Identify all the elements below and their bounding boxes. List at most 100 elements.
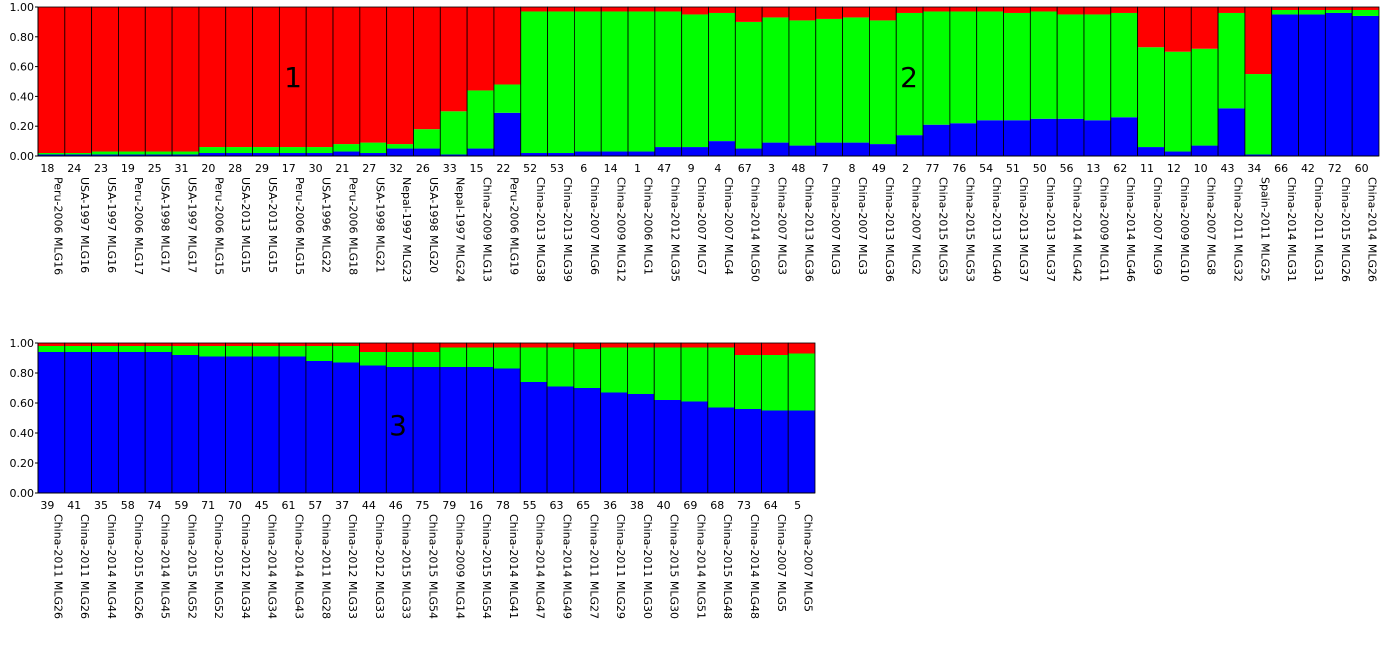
bar-segment — [1137, 7, 1165, 48]
bar-segment — [923, 7, 950, 12]
bar-segment — [386, 144, 414, 149]
bar-segment — [172, 154, 199, 156]
bar-segment — [64, 154, 92, 156]
sample-id: 74 — [148, 499, 162, 512]
bar-segment — [923, 124, 950, 156]
bar-segment — [1164, 151, 1192, 156]
sample-id: 18 — [40, 162, 54, 175]
bar-segment — [1298, 9, 1326, 15]
bar-segment — [681, 147, 709, 156]
bar-segment — [762, 142, 789, 156]
bar-segment — [1110, 7, 1138, 13]
bar-segment — [1352, 7, 1379, 10]
x-tick-label: China-2012 MLG34 — [239, 514, 252, 619]
sample-id: 10 — [1194, 162, 1208, 175]
bar-segment — [547, 7, 575, 12]
sample-id: 79 — [442, 499, 456, 512]
x-tick-label: China-2013 MLG37 — [1044, 177, 1057, 282]
bar-segment — [279, 346, 306, 357]
y-tick-label: 0.40 — [10, 90, 35, 103]
bar-segment — [788, 20, 816, 146]
sample-id: 40 — [657, 499, 671, 512]
bar-segment — [118, 343, 146, 346]
bar-segment — [627, 347, 655, 394]
bar-segment — [1218, 108, 1245, 156]
bar-segment — [493, 347, 521, 369]
bar-segment — [252, 147, 280, 154]
x-tick-label: China-2011 MLG32 — [1231, 177, 1244, 282]
bar-segment — [1083, 14, 1111, 121]
bar-segment — [38, 352, 65, 493]
bar-segment — [788, 343, 815, 354]
bar-segment — [38, 346, 65, 352]
bar-segment — [118, 151, 146, 155]
bar-segment — [654, 347, 682, 400]
x-tick-label: Peru-2006 MLG16 — [51, 177, 64, 275]
sample-id: 64 — [764, 499, 778, 512]
bar-segment — [1271, 9, 1299, 15]
bar-segment — [386, 367, 414, 493]
x-tick-label: China-2015 MLG52 — [212, 514, 225, 619]
y-tick-label: 0.00 — [10, 150, 35, 163]
sample-id: 72 — [1328, 162, 1342, 175]
bar-segment — [896, 135, 924, 156]
sample-id: 33 — [443, 162, 457, 175]
bar-segment — [1030, 118, 1058, 156]
sample-id: 1 — [634, 162, 641, 175]
bar-segment — [547, 343, 574, 348]
bar-segment — [707, 347, 735, 408]
bar-segment — [252, 356, 280, 493]
x-tick-label: USA-1998 MLG20 — [427, 177, 440, 273]
bar-segment — [654, 400, 682, 493]
bar-segment — [171, 346, 199, 355]
bar-segment — [145, 154, 173, 156]
bar-segment — [333, 144, 360, 152]
bar-segment — [708, 7, 736, 13]
bar-segment — [520, 382, 548, 493]
sample-id: 9 — [688, 162, 695, 175]
bar-segment — [198, 147, 226, 154]
sample-id: 41 — [67, 499, 81, 512]
bar-segment — [815, 18, 843, 143]
bar-segment — [493, 343, 521, 348]
sample-id: 49 — [872, 162, 886, 175]
bar-segment — [1137, 47, 1165, 148]
bar-segment — [225, 356, 253, 493]
bar-segment — [118, 7, 146, 152]
sample-id: 8 — [849, 162, 856, 175]
sample-id: 5 — [794, 499, 801, 512]
sample-id: 11 — [1140, 162, 1154, 175]
bar-segment — [573, 388, 601, 493]
bar-segment — [762, 7, 789, 18]
sample-id: 13 — [1086, 162, 1100, 175]
bar-segment — [1030, 11, 1058, 119]
x-tick-label: China-2012 MLG33 — [373, 514, 386, 619]
sample-id: 63 — [549, 499, 563, 512]
sample-id: 12 — [1167, 162, 1181, 175]
x-tick-label: China-2007 MLG4 — [722, 177, 735, 275]
cluster-label: 2 — [900, 61, 918, 94]
sample-id: 59 — [174, 499, 188, 512]
bar-segment — [735, 148, 763, 156]
bar-segment — [1298, 14, 1326, 157]
bar-segment — [332, 362, 360, 493]
x-tick-label: China-2014 MLG50 — [749, 177, 762, 282]
bar-segment — [520, 11, 548, 154]
bar-segment — [493, 368, 521, 493]
bar-segment — [654, 11, 682, 148]
sample-id: 27 — [362, 162, 376, 175]
bar-segment — [1057, 7, 1084, 15]
bar-segment — [305, 343, 333, 346]
x-tick-label: USA-1997 MLG16 — [78, 177, 91, 273]
sample-id: 42 — [1301, 162, 1315, 175]
sample-id: 6 — [580, 162, 587, 175]
sample-id: 52 — [523, 162, 537, 175]
x-tick-label: China-2015 MLG52 — [185, 514, 198, 619]
bar-segment — [359, 7, 387, 143]
x-tick-label: China-2007 MLG3 — [829, 177, 842, 275]
bar-segment — [601, 7, 629, 12]
y-tick-label: 0.40 — [10, 427, 35, 440]
x-tick-label: China-2014 MLG43 — [293, 514, 306, 619]
bar-segment — [305, 361, 333, 493]
bar-segment — [171, 343, 199, 346]
